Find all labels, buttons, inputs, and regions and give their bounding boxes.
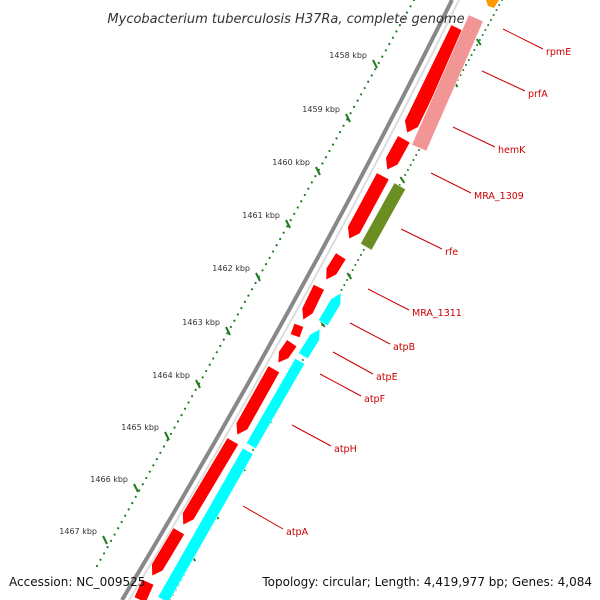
scale-tick bbox=[225, 326, 231, 336]
scale-tick bbox=[285, 219, 291, 229]
gene-label[interactable]: atpA bbox=[286, 527, 309, 538]
scale-label: 1463 kbp bbox=[182, 318, 220, 327]
scale-label: 1467 kbp bbox=[59, 527, 97, 536]
gene-label[interactable]: rpmE bbox=[546, 47, 571, 58]
label-leader bbox=[332, 351, 374, 375]
gene-feature[interactable] bbox=[235, 365, 281, 436]
inner-tick bbox=[475, 38, 482, 46]
gene-feature[interactable] bbox=[133, 579, 155, 600]
gene-feature[interactable] bbox=[317, 292, 342, 327]
inner-tick bbox=[346, 272, 353, 280]
gene-features bbox=[133, 0, 499, 600]
gene-label[interactable]: MRA_1309 bbox=[474, 191, 524, 202]
label-leader bbox=[430, 172, 472, 194]
scale-tick bbox=[133, 483, 139, 493]
gene-feature[interactable] bbox=[359, 182, 407, 251]
gene-feature[interactable] bbox=[486, 0, 499, 8]
gene-label[interactable]: rfe bbox=[445, 247, 458, 258]
scale-tick bbox=[195, 379, 201, 389]
gene-feature[interactable] bbox=[385, 135, 411, 171]
gene-label[interactable]: atpE bbox=[376, 372, 398, 383]
label-leader bbox=[400, 228, 443, 250]
gene-label[interactable]: atpF bbox=[364, 394, 385, 405]
label-leader bbox=[291, 424, 332, 447]
gene-label[interactable]: MRA_1311 bbox=[412, 308, 462, 319]
scale-tick bbox=[102, 535, 108, 545]
gene-feature[interactable] bbox=[151, 527, 186, 577]
accession-text: Accession: NC_009525 bbox=[9, 575, 146, 589]
genome-summary-text: Topology: circular; Length: 4,419,977 bp… bbox=[262, 575, 592, 589]
label-leader bbox=[452, 126, 496, 148]
inner-tick bbox=[399, 176, 406, 184]
gene-feature[interactable] bbox=[297, 328, 321, 360]
gene-feature[interactable] bbox=[289, 322, 305, 339]
gene-label[interactable]: prfA bbox=[528, 89, 548, 100]
scale-label: 1466 kbp bbox=[90, 475, 128, 484]
gene-feature[interactable] bbox=[301, 283, 325, 321]
map-title: Mycobacterium tuberculosis H37Ra, comple… bbox=[107, 12, 464, 27]
scale-label: 1464 kbp bbox=[152, 371, 190, 380]
scale-tick bbox=[255, 272, 261, 282]
backbone bbox=[120, 0, 460, 600]
scale-label: 1465 kbp bbox=[121, 423, 159, 432]
label-leader bbox=[481, 70, 526, 92]
label-leader bbox=[502, 28, 544, 50]
gene-feature[interactable] bbox=[157, 447, 254, 600]
label-leader bbox=[349, 322, 391, 345]
gene-label[interactable]: hemK bbox=[498, 145, 526, 156]
label-leader bbox=[367, 288, 410, 311]
scale-label: 1460 kbp bbox=[272, 158, 310, 167]
scale-tick bbox=[345, 113, 351, 123]
scale-tick bbox=[315, 166, 321, 176]
scale-label: 1462 kbp bbox=[212, 264, 250, 273]
label-leader bbox=[319, 373, 362, 397]
scale-label: 1458 kbp bbox=[329, 51, 367, 60]
gene-feature[interactable] bbox=[277, 339, 298, 364]
label-leader bbox=[242, 505, 284, 530]
gene-feature[interactable] bbox=[347, 172, 390, 240]
scale-labels: 1458 kbp 1459 kbp 1460 kbp 1461 kbp 1462 kbp… bbox=[59, 51, 367, 536]
gene-feature[interactable] bbox=[245, 357, 306, 450]
gene-feature[interactable] bbox=[325, 252, 347, 281]
gene-label[interactable]: atpB bbox=[393, 342, 415, 353]
gene-feature[interactable] bbox=[411, 14, 484, 152]
scale-tick bbox=[164, 431, 170, 441]
gene-label[interactable]: atpH bbox=[334, 444, 357, 455]
scale-label: 1459 kbp bbox=[302, 105, 340, 114]
gene-feature[interactable] bbox=[182, 437, 240, 526]
scale-label: 1461 kbp bbox=[242, 211, 280, 220]
scale-tick bbox=[372, 59, 378, 69]
label-leaders bbox=[242, 28, 544, 530]
